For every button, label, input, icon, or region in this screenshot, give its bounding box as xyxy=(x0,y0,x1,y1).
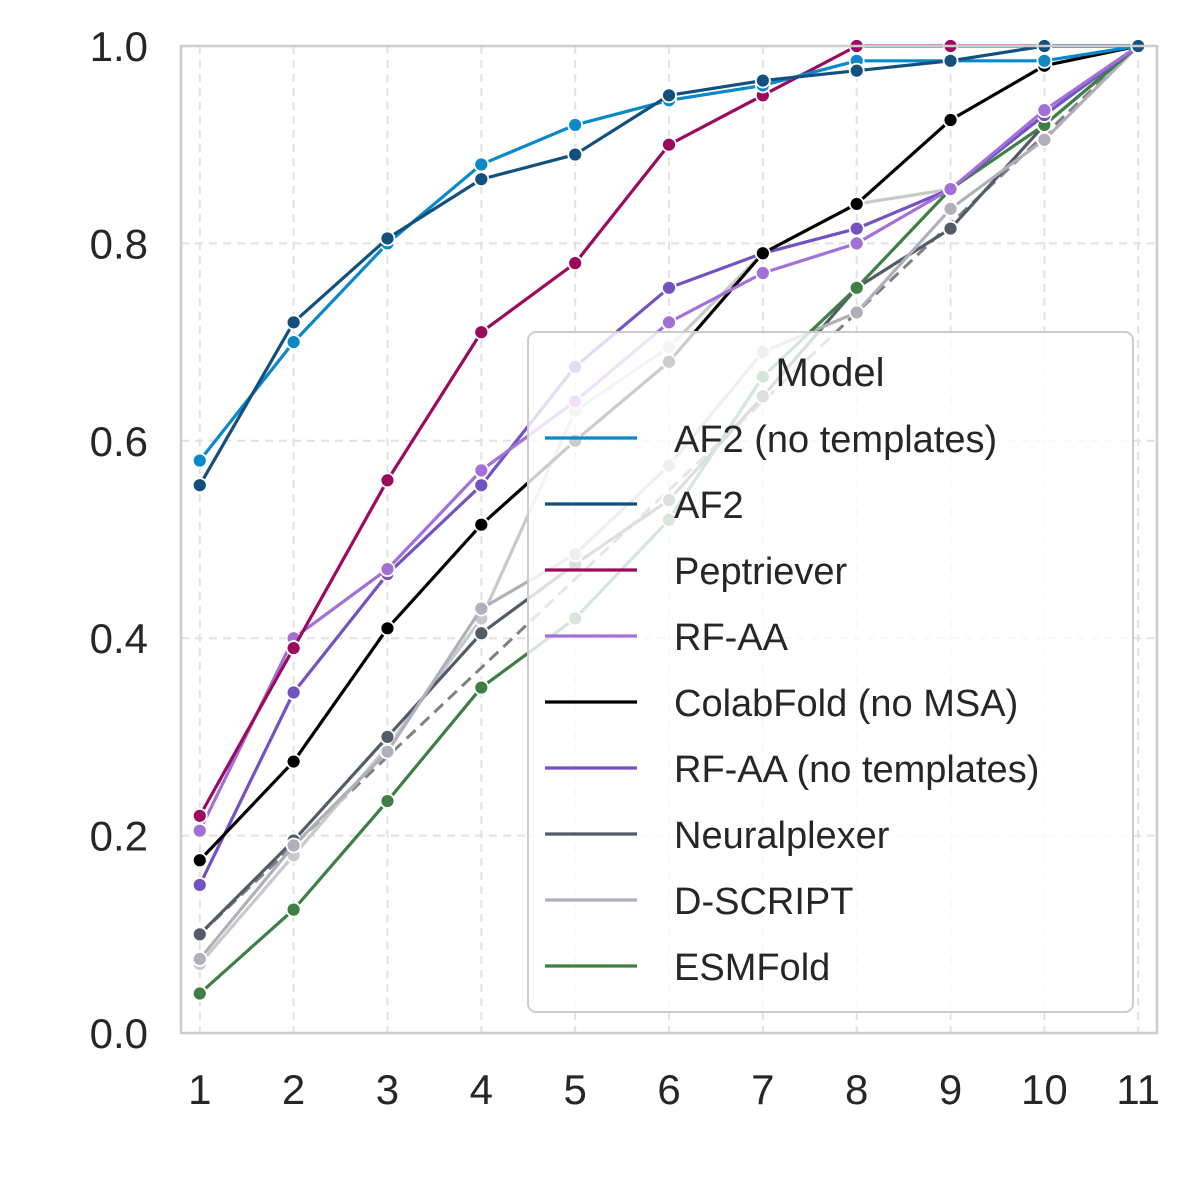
data-point-af2-no-templates xyxy=(473,156,490,173)
x-tick-label: 3 xyxy=(376,1066,399,1113)
legend-label-d-script: D-SCRIPT xyxy=(674,881,853,923)
legend-label-rf-aa-no-templates: RF-AA (no templates) xyxy=(674,749,1039,791)
data-point-d-script xyxy=(473,600,490,617)
data-point-colabfold-no-msa xyxy=(848,196,865,212)
x-tick-label: 1 xyxy=(188,1066,211,1113)
data-point-colabfold-no-msa xyxy=(942,112,959,128)
data-point-af2 xyxy=(379,230,396,247)
y-tick-label: 0.0 xyxy=(90,1010,148,1057)
x-tick-label: 4 xyxy=(470,1066,493,1113)
data-point-af2 xyxy=(567,146,584,163)
data-point-rf-aa-no-templates xyxy=(661,279,677,296)
data-point-d-script xyxy=(848,304,865,321)
x-tick-label: 9 xyxy=(939,1066,962,1113)
data-point-rf-aa xyxy=(942,181,959,198)
data-point-rf-aa xyxy=(661,314,677,331)
y-tick-label: 0.6 xyxy=(90,418,148,465)
data-point-af2 xyxy=(942,52,959,69)
data-point-d-script xyxy=(191,951,208,967)
x-tick-label: 2 xyxy=(282,1066,305,1113)
data-point-esmfold xyxy=(473,679,490,696)
legend-label-colabfold-no-msa: ColabFold (no MSA) xyxy=(674,683,1018,725)
data-point-af2-no-templates xyxy=(191,452,208,469)
data-point-af2 xyxy=(191,477,208,494)
data-point-rf-aa xyxy=(473,462,490,479)
data-point-peptriever xyxy=(661,136,677,153)
data-point-esmfold xyxy=(285,901,302,918)
data-point-esmfold xyxy=(191,985,208,1002)
legend-label-esmfold: ESMFold xyxy=(674,947,830,989)
data-point-d-script xyxy=(942,200,959,217)
data-point-colabfold-no-msa xyxy=(754,245,771,262)
data-point-rf-aa-no-templates xyxy=(848,220,865,237)
data-point-rf-aa-no-templates xyxy=(473,477,490,494)
x-tick-label: 5 xyxy=(563,1066,586,1113)
series-af2 xyxy=(191,38,1147,494)
y-tick-label: 1.0 xyxy=(90,23,148,70)
data-point-colabfold-no-msa xyxy=(285,753,302,770)
data-point-d-script xyxy=(285,837,302,854)
data-point-af2-no-templates xyxy=(285,334,302,351)
data-point-peptriever xyxy=(473,324,490,341)
data-point-af2 xyxy=(473,171,490,188)
data-point-neuralplexer xyxy=(191,926,208,943)
plot-frame xyxy=(179,44,1159,1035)
data-point-neuralplexer xyxy=(942,220,959,237)
legend-label-neuralplexer: Neuralplexer xyxy=(674,815,890,857)
data-point-d-script xyxy=(1036,131,1053,148)
data-point-rf-aa xyxy=(191,822,208,839)
legend-label-rf-aa: RF-AA xyxy=(674,617,789,659)
data-point-peptriever xyxy=(191,807,208,824)
data-point-neuralplexer xyxy=(473,625,490,642)
y-tick-label: 0.4 xyxy=(90,615,148,662)
data-point-peptriever xyxy=(285,640,302,656)
legend-label-af2-no-templates: AF2 (no templates) xyxy=(674,419,997,461)
legend-label-af2: AF2 xyxy=(674,485,744,527)
y-tick-label: 0.8 xyxy=(90,220,148,267)
x-tick-label: 10 xyxy=(1021,1066,1068,1113)
data-point-af2-no-templates xyxy=(567,117,584,133)
data-point-rf-aa xyxy=(754,265,771,281)
data-point-rf-aa-no-templates xyxy=(285,684,302,701)
data-point-colabfold-no-msa xyxy=(379,620,396,637)
data-point-colabfold-no-msa xyxy=(473,516,490,533)
data-point-rf-aa xyxy=(379,561,396,578)
data-point-af2-no-templates xyxy=(1036,52,1053,69)
data-point-peptriever xyxy=(379,472,396,489)
x-tick-label: 8 xyxy=(845,1066,868,1113)
tick-labels: 1 2 3 4 5 6 7 8 9 10 11 0.0 0.2 0.4 0.6 0.8 1.0 xyxy=(90,23,1160,1113)
data-point-colabfold-no-msa xyxy=(191,852,208,869)
data-point-af2 xyxy=(285,314,302,331)
data-point-d-script xyxy=(379,743,396,760)
legend-box xyxy=(527,331,1134,1013)
data-point-af2 xyxy=(754,72,771,89)
data-point-af2 xyxy=(661,87,677,104)
legend-title: Model xyxy=(776,351,885,395)
data-point-esmfold xyxy=(379,793,396,809)
legend: Model AF2 (no templates) AF2 Peptriever RF-A… xyxy=(527,331,1134,1013)
y-tick-label: 0.2 xyxy=(90,813,148,860)
data-point-esmfold xyxy=(848,279,865,296)
x-tick-label: 11 xyxy=(1116,1066,1160,1113)
x-tick-label: 7 xyxy=(751,1066,774,1113)
data-point-rf-aa-no-templates xyxy=(191,877,208,893)
x-tick-label: 6 xyxy=(657,1066,680,1113)
data-point-peptriever xyxy=(567,255,584,272)
data-point-rf-aa xyxy=(1036,102,1053,119)
data-point-rf-aa xyxy=(848,235,865,252)
legend-label-peptriever: Peptriever xyxy=(674,551,848,593)
data-point-af2 xyxy=(848,62,865,79)
